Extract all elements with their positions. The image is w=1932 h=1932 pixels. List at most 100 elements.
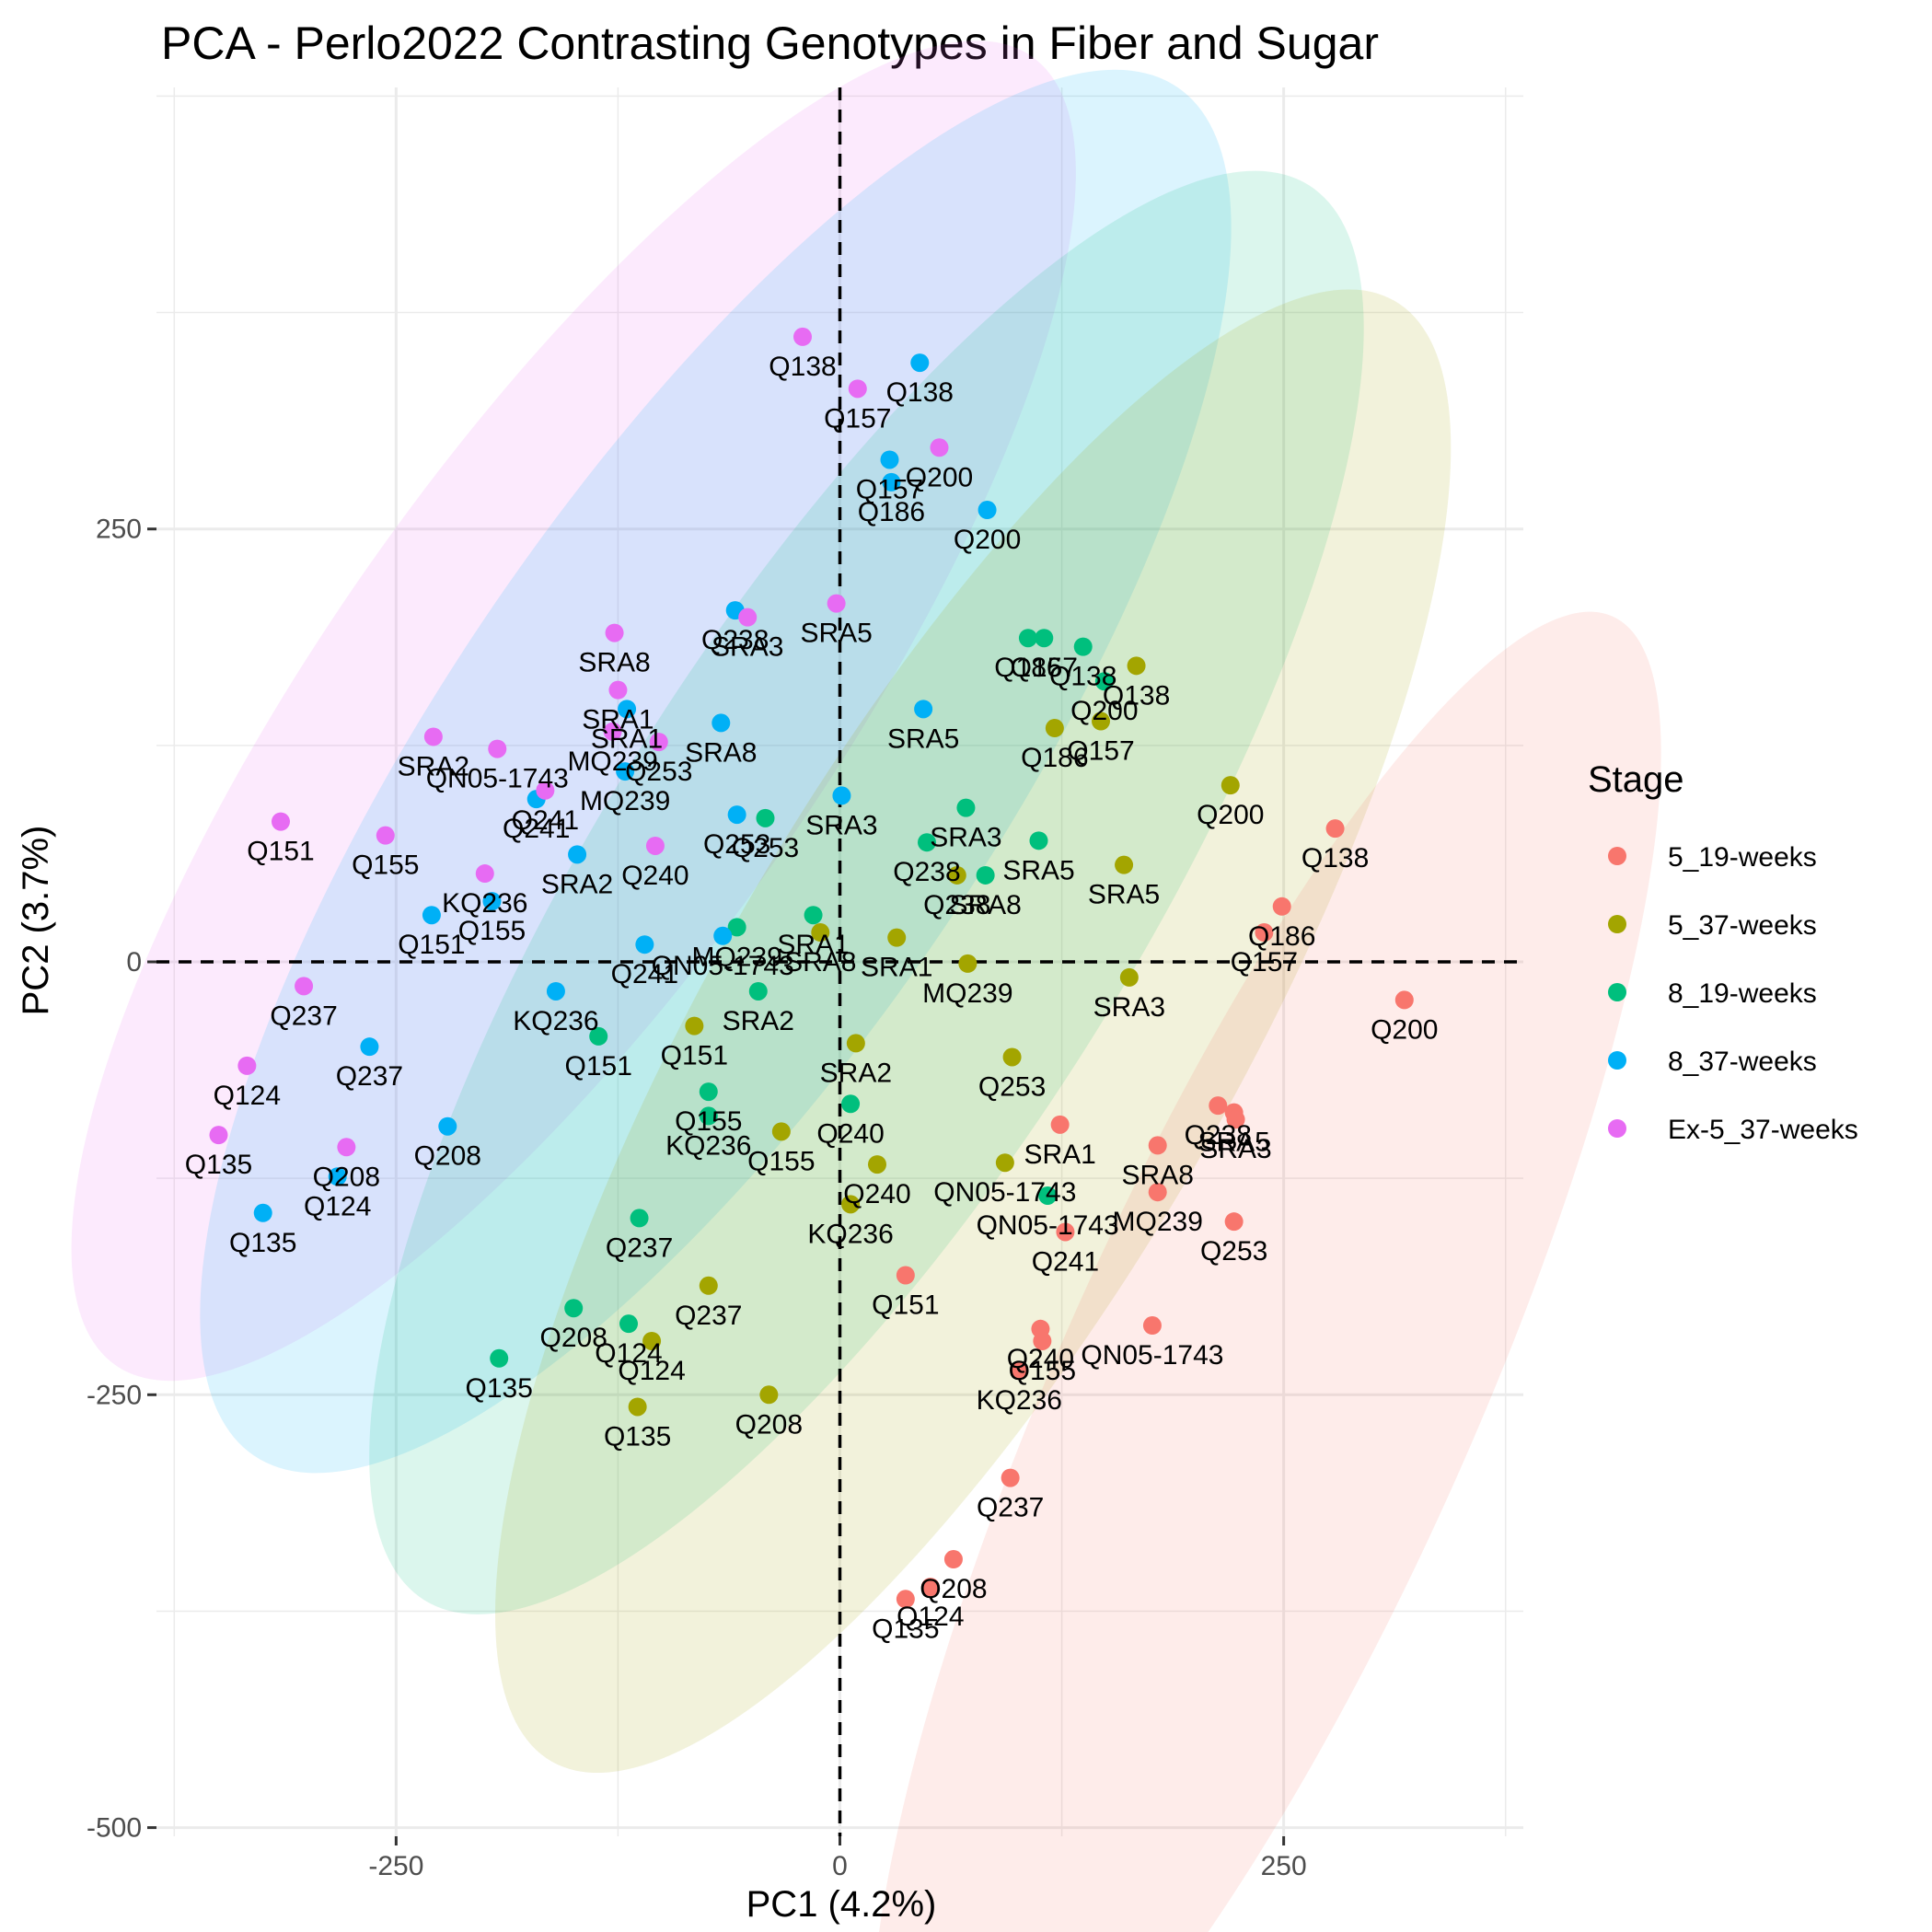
data-point <box>475 864 494 884</box>
point-label: Q200 <box>906 462 973 492</box>
data-point <box>295 977 314 996</box>
point-label: SRA8 <box>685 737 757 768</box>
point-label: Q155 <box>675 1106 742 1137</box>
point-label: KQ236 <box>442 888 527 919</box>
data-point <box>423 727 443 746</box>
point-label: MQ239 <box>580 786 670 816</box>
point-label: Q124 <box>214 1081 281 1111</box>
point-label: QN05-1743 <box>977 1210 1119 1241</box>
data-point <box>209 1126 228 1145</box>
point-label: Q186 <box>1248 921 1315 952</box>
x-tick-label: 250 <box>1261 1851 1307 1881</box>
data-point <box>482 892 502 911</box>
data-point <box>882 472 901 492</box>
point-label: Q208 <box>414 1141 481 1172</box>
data-point <box>603 722 622 741</box>
data-point <box>1224 1212 1244 1232</box>
point-label: Q253 <box>732 833 799 863</box>
point-label: SRA5 <box>1088 880 1160 910</box>
point-label: Q151 <box>565 1051 632 1082</box>
legend-label: 8_37-weeks <box>1668 1047 1817 1077</box>
plot-panel: Q138Q186Q157Q200Q238SRA5SRA3SRA1SRA8MQ23… <box>71 40 1661 1932</box>
data-point <box>699 1106 718 1126</box>
data-point <box>685 1016 704 1035</box>
data-point <box>759 1385 779 1405</box>
point-label: SRA8 <box>578 648 650 678</box>
data-point <box>635 935 654 954</box>
data-point <box>619 1314 638 1334</box>
data-point <box>699 1082 718 1102</box>
point-label: SRA8 <box>949 890 1021 920</box>
data-point <box>1272 897 1291 916</box>
data-point <box>616 762 635 781</box>
data-point <box>748 981 768 1001</box>
data-point <box>564 1299 584 1318</box>
y-tick-label: 0 <box>126 947 142 978</box>
point-label: SRA2 <box>398 751 469 781</box>
data-point <box>438 1116 457 1136</box>
data-point <box>422 906 441 925</box>
point-label: Q138 <box>1049 662 1116 692</box>
point-label: KQ236 <box>513 1006 598 1036</box>
ellipse-Ex-5_37-weeks <box>71 40 1076 1382</box>
data-point <box>848 379 867 399</box>
data-point <box>1038 1186 1058 1205</box>
data-point <box>490 1348 509 1368</box>
point-label: Q157 <box>1011 653 1078 683</box>
point-label: Q157 <box>1231 947 1298 978</box>
point-label: Q241 <box>1032 1246 1099 1277</box>
point-label: MQ239 <box>691 942 781 972</box>
legend-label: 5_37-weeks <box>1668 910 1817 941</box>
point-label: Q151 <box>247 837 314 867</box>
point-label: SRA8 <box>1122 1160 1194 1190</box>
data-point <box>978 501 997 520</box>
point-label: Q138 <box>769 352 836 382</box>
point-label: Q155 <box>1009 1356 1076 1386</box>
data-point <box>1142 1316 1162 1336</box>
data-point <box>1148 1183 1167 1202</box>
ellipse-5_37-weeks <box>494 289 1452 1774</box>
data-point <box>272 812 290 831</box>
point-label: SRA5 <box>1197 1128 1269 1158</box>
data-point <box>488 739 507 758</box>
data-point <box>727 805 746 825</box>
point-label: Q253 <box>625 757 692 787</box>
point-label: Q155 <box>458 916 526 946</box>
point-label: Q241 <box>503 814 570 844</box>
point-label: Q157 <box>824 403 891 434</box>
point-label: Q200 <box>1371 1014 1438 1045</box>
legend-label: Ex-5_37-weeks <box>1668 1115 1858 1145</box>
point-label: Q238 <box>923 890 990 920</box>
data-point <box>1073 637 1093 656</box>
data-point <box>918 833 936 852</box>
data-point <box>1029 831 1048 850</box>
data-point <box>711 713 731 733</box>
data-point <box>1010 1360 1029 1380</box>
legend-key <box>1608 847 1626 865</box>
data-point <box>832 786 851 805</box>
data-point <box>914 700 933 719</box>
data-point <box>568 845 587 864</box>
point-label: Q237 <box>270 1001 337 1031</box>
point-label: Q186 <box>858 497 925 527</box>
point-label: SRA2 <box>820 1058 892 1088</box>
point-label: Q241 <box>611 959 678 989</box>
reference-lines <box>156 87 1523 1836</box>
point-label: MQ239 <box>567 746 657 777</box>
data-point <box>896 1266 915 1285</box>
legend-key <box>1608 915 1626 933</box>
y-axis-title: PC2 (3.7%) <box>16 826 56 1016</box>
point-label: Q157 <box>1067 736 1134 767</box>
point-label: Q186 <box>1021 743 1088 773</box>
data-point <box>727 918 746 937</box>
data-point <box>649 733 668 752</box>
data-point <box>846 1034 865 1053</box>
point-label: Q237 <box>977 1493 1044 1523</box>
point-label: Q253 <box>1200 1236 1267 1267</box>
data-point <box>1119 967 1139 987</box>
data-point <box>713 926 733 945</box>
point-label: Q253 <box>703 829 770 860</box>
point-label: SRA1 <box>591 723 663 754</box>
x-axis-title: PC1 (4.2%) <box>746 1884 937 1925</box>
point-label: SRA2 <box>723 1006 794 1036</box>
